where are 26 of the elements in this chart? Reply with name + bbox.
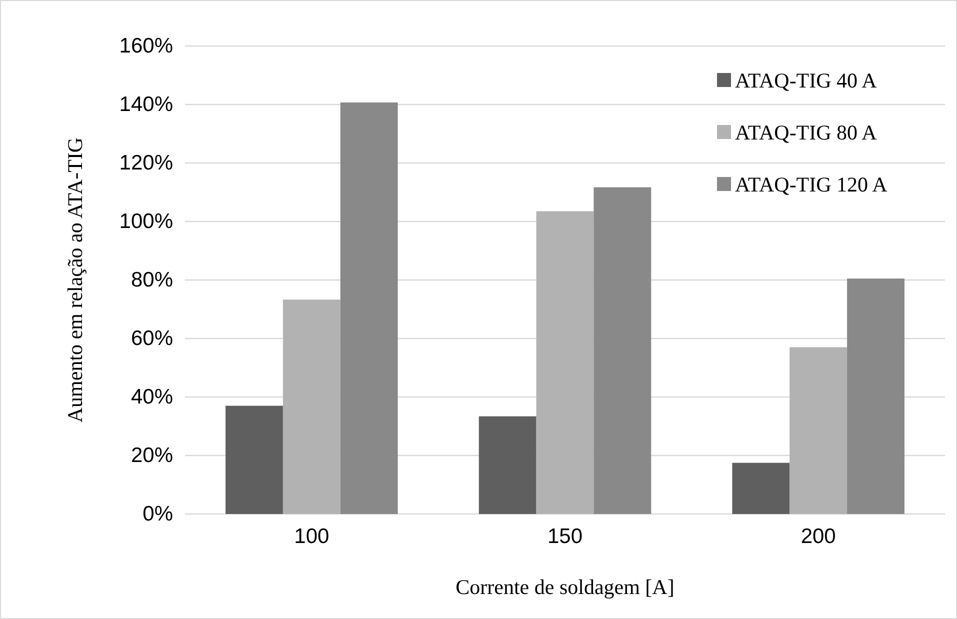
legend-label: ATAQ-TIG 40 A: [735, 68, 878, 92]
legend-label: ATAQ-TIG 120 A: [735, 172, 888, 196]
legend-label: ATAQ-TIG 80 A: [735, 120, 878, 144]
y-tick-label: 40%: [130, 386, 173, 409]
x-tick-label: 100: [294, 524, 330, 548]
bar: [536, 211, 594, 514]
y-axis-title: Aumento em relação ao ATA-TIG: [63, 137, 87, 423]
y-tick-label: 160%: [119, 34, 173, 58]
y-tick-label: 60%: [130, 327, 173, 350]
bar: [478, 416, 536, 514]
y-tick-label: 80%: [130, 268, 173, 292]
x-axis-title: Corrente de soldagem [A]: [456, 575, 674, 599]
y-tick-label: 120%: [119, 152, 173, 175]
bar: [732, 462, 790, 514]
bar: [594, 187, 652, 514]
y-tick-label: 0%: [142, 502, 173, 526]
bar: [340, 102, 398, 514]
bar: [282, 300, 340, 514]
bar: [790, 347, 848, 514]
x-tick-label: 200: [800, 524, 836, 548]
y-tick-label: 140%: [119, 93, 173, 116]
bar: [847, 278, 904, 514]
x-tick-label: 150: [547, 524, 583, 548]
bar: [226, 406, 283, 514]
y-tick-label: 100%: [119, 210, 173, 234]
y-tick-label: 20%: [130, 444, 173, 468]
